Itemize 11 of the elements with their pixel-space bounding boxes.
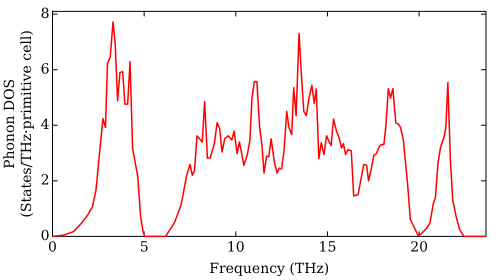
- y-tick-label: 6: [40, 61, 50, 78]
- x-tick-label: 10: [226, 239, 245, 256]
- y-tick-label: 8: [40, 6, 50, 22]
- x-tick-label: 20: [410, 239, 428, 256]
- x-axis-title: Frequency (THz): [209, 261, 330, 278]
- y-tick-label: 2: [40, 172, 50, 188]
- y-tick-label: 0: [40, 228, 50, 244]
- x-tick-label: 5: [140, 239, 149, 256]
- y-axis-title: Phonon DOS (States/THz·primitive cell): [2, 30, 35, 218]
- x-tick-label: 15: [318, 239, 336, 256]
- y-tick-label: 4: [40, 116, 50, 133]
